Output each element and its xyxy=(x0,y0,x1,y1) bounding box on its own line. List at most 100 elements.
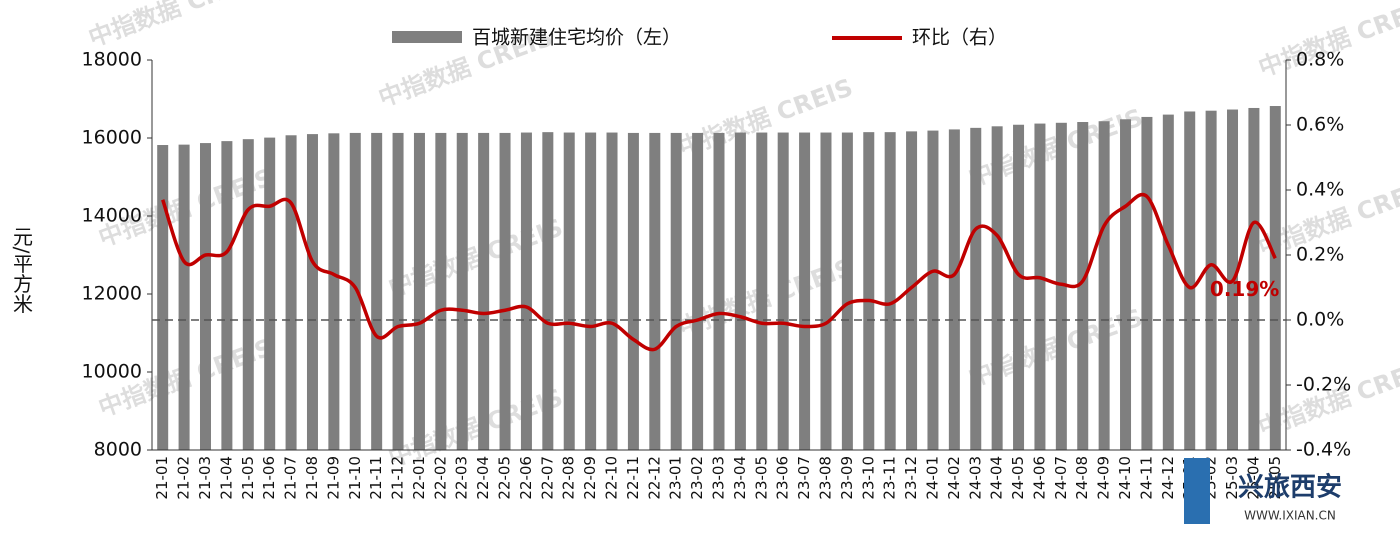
bar xyxy=(777,132,789,451)
bar xyxy=(713,132,725,450)
bar xyxy=(478,132,490,450)
x-tick-label: 23-08 xyxy=(816,456,834,500)
x-tick-label: 25-04 xyxy=(1244,456,1262,500)
x-tick-label: 24-10 xyxy=(1116,456,1134,500)
logo-name: 兴旅西安 xyxy=(1238,473,1342,503)
x-tick-label: 24-12 xyxy=(1159,456,1177,500)
bar xyxy=(242,139,254,451)
bar xyxy=(392,132,404,450)
x-tick-label: 23-10 xyxy=(859,456,877,500)
x-tick-label: 21-05 xyxy=(239,456,257,500)
x-tick-label: 22-11 xyxy=(624,456,642,500)
bar xyxy=(692,132,704,450)
y-axis-label: 元/平方米 xyxy=(10,227,34,314)
x-tick-label: 23-06 xyxy=(774,456,792,500)
bar xyxy=(1205,110,1217,450)
y-tick-label: 18000 xyxy=(82,49,142,71)
bar xyxy=(606,132,618,451)
bar xyxy=(1269,106,1281,451)
y2-tick-label: 0.4% xyxy=(1296,179,1344,201)
x-tick-label: 22-09 xyxy=(581,456,599,500)
y2-tick-label: 0.2% xyxy=(1296,244,1344,266)
x-tick-label: 23-02 xyxy=(688,456,706,500)
x-tick-label: 21-12 xyxy=(389,456,407,500)
y-tick-label: 16000 xyxy=(82,127,142,149)
bar xyxy=(906,131,918,450)
y2-tick-label: 0.0% xyxy=(1296,309,1344,331)
bar xyxy=(221,141,233,450)
bar xyxy=(585,132,597,451)
bar xyxy=(1248,107,1260,450)
bar xyxy=(371,132,383,450)
bar xyxy=(157,145,169,450)
data-label: 0.19% xyxy=(1210,277,1279,301)
x-tick-label: 23-09 xyxy=(838,456,856,500)
watermark: 中指数据 CREIS xyxy=(385,213,567,302)
legend-label: 百城新建住宅均价（左） xyxy=(472,27,681,49)
bar xyxy=(756,132,768,451)
x-tick-label: 23-01 xyxy=(667,456,685,500)
bar xyxy=(991,126,1003,451)
x-tick-label: 25-05 xyxy=(1266,456,1284,500)
bar xyxy=(1141,116,1153,450)
bar xyxy=(306,134,318,450)
bar xyxy=(285,135,297,450)
bar xyxy=(1077,122,1089,450)
bar xyxy=(435,132,447,450)
bar xyxy=(178,144,190,450)
x-tick-label: 23-11 xyxy=(881,456,899,500)
x-tick-label: 21-04 xyxy=(217,456,235,500)
x-tick-label: 23-05 xyxy=(752,456,770,500)
y2-tick-label: -0.2% xyxy=(1296,374,1351,396)
x-tick-label: 24-02 xyxy=(945,456,963,500)
bar xyxy=(542,132,554,450)
bar xyxy=(328,133,340,450)
x-tick-label: 23-07 xyxy=(795,456,813,500)
x-tick-label: 24-07 xyxy=(1052,456,1070,500)
bar xyxy=(456,132,468,450)
bar xyxy=(1034,123,1046,450)
bar xyxy=(799,132,811,451)
y-tick-label: 8000 xyxy=(94,439,142,461)
bar xyxy=(841,132,853,451)
bar xyxy=(863,132,875,450)
x-tick-label: 23-12 xyxy=(902,456,920,500)
x-tick-label: 22-12 xyxy=(645,456,663,500)
x-tick-label: 21-08 xyxy=(303,456,321,500)
bar xyxy=(1055,122,1067,450)
x-tick-label: 21-01 xyxy=(153,456,171,500)
x-tick-label: 21-11 xyxy=(367,456,385,500)
x-tick-label: 21-03 xyxy=(196,456,214,500)
watermark: 中指数据 CREIS xyxy=(85,0,267,52)
bar xyxy=(1098,121,1110,450)
bar xyxy=(1162,114,1174,450)
x-tick-label: 23-03 xyxy=(710,456,728,500)
x-tick-label: 24-01 xyxy=(923,456,941,500)
logo-icon xyxy=(1184,458,1210,524)
bar xyxy=(264,137,276,451)
x-tick-label: 22-07 xyxy=(538,456,556,500)
bar xyxy=(349,132,361,450)
line xyxy=(161,192,1277,352)
x-tick-label: 22-05 xyxy=(496,456,514,500)
y2-tick-label: -0.4% xyxy=(1296,439,1351,461)
x-tick-label: 24-06 xyxy=(1030,456,1048,500)
bar xyxy=(627,132,639,450)
bar xyxy=(1184,111,1196,450)
x-tick-label: 21-02 xyxy=(175,456,193,500)
x-tick-label: 21-07 xyxy=(282,456,300,500)
x-tick-label: 24-04 xyxy=(988,456,1006,500)
bar xyxy=(734,132,746,451)
x-tick-label: 21-06 xyxy=(260,456,278,500)
x-tick-label: 22-02 xyxy=(431,456,449,500)
bar xyxy=(649,132,661,450)
x-tick-label: 22-06 xyxy=(517,456,535,500)
x-tick-label: 22-08 xyxy=(560,456,578,500)
x-tick-label: 24-03 xyxy=(966,456,984,500)
y2-tick-label: 0.8% xyxy=(1296,49,1344,71)
x-tick-label: 22-03 xyxy=(453,456,471,500)
legend-label: 环比（右） xyxy=(912,27,1007,49)
x-tick-label: 22-01 xyxy=(410,456,428,500)
bar xyxy=(820,132,832,451)
